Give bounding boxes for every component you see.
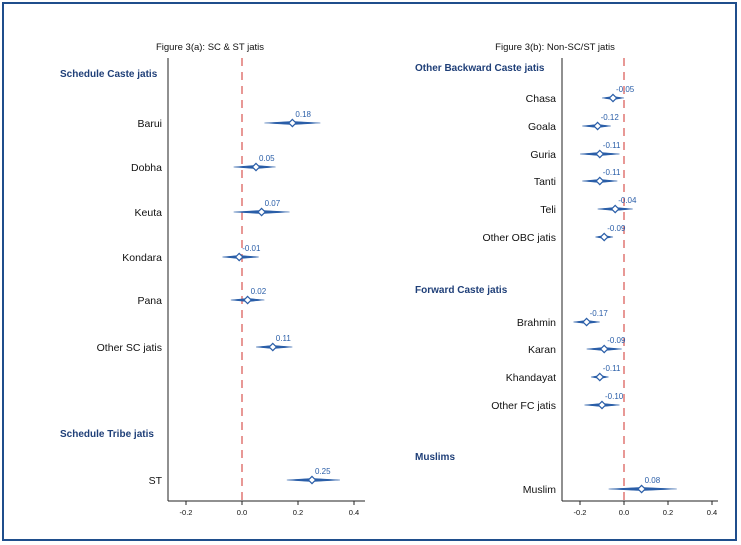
panel-a-x-tick-label: -0.2	[180, 508, 193, 517]
panel-a-value-label: 0.07	[265, 199, 281, 208]
panel-a-category-label: Other SC jatis	[97, 342, 162, 354]
panel-b-category-label: Guria	[530, 149, 556, 161]
panel-b-value-label: -0.05	[616, 85, 635, 94]
panel-b-x-tick-label: 0.4	[707, 508, 717, 517]
panel-a-x-tick-label: 0.0	[237, 508, 247, 517]
panel-a-value-label: 0.18	[295, 110, 311, 119]
panel-b-point-estimate	[582, 317, 592, 327]
panel-b-category-label: Chasa	[526, 93, 557, 105]
panel-b-value-label: -0.09	[607, 336, 626, 345]
panel-a-point-estimate	[268, 342, 278, 352]
panel-b-point-estimate	[597, 400, 607, 410]
panel-b-point-estimate	[637, 484, 647, 494]
panel-b-x-tick-label: 0.2	[663, 508, 673, 517]
panel-b-value-label: -0.11	[603, 364, 621, 373]
panel-a-group-label: Schedule Caste jatis	[60, 69, 158, 80]
panel-b-group-label: Other Backward Caste jatis	[415, 63, 545, 74]
panel-a-value-label: 0.02	[251, 287, 267, 296]
panel-b-value-label: -0.11	[603, 141, 621, 150]
panel-a-value-label: 0.25	[315, 467, 331, 476]
panel-b-value-label: -0.11	[603, 168, 621, 177]
panel-a-category-label: Keuta	[135, 207, 163, 219]
panel-a-title: Figure 3(a): SC & ST jatis	[156, 42, 264, 53]
panel-b-point-estimate	[595, 372, 605, 382]
panel-b-group-label: Forward Caste jatis	[415, 285, 508, 296]
panel-a-x-tick-label: 0.4	[349, 508, 359, 517]
panel-b-category-label: Muslim	[523, 484, 557, 496]
panel-b-x-tick-label: 0.0	[619, 508, 629, 517]
panel-b-category-label: Karan	[528, 344, 556, 356]
panel-b-point-estimate	[593, 121, 603, 131]
panel-b-point-estimate	[595, 149, 605, 159]
panel-b-category-label: Other OBC jatis	[482, 232, 556, 244]
panel-a-value-label: -0.01	[242, 244, 261, 253]
panel-a-category-label: Pana	[137, 295, 162, 307]
panel-a-category-label: Barui	[137, 118, 162, 130]
panel-b-value-label: 0.08	[645, 476, 661, 485]
panel-b-chart: Figure 3(b): Non-SC/ST jatis -0.2 0.0 0.2 0…	[415, 42, 718, 517]
panel-a-category-label: Dobha	[131, 162, 162, 174]
panel-a-category-label: Kondara	[122, 252, 162, 264]
panel-b-point-estimate	[599, 344, 609, 354]
panel-b-category-label: Brahmin	[517, 317, 556, 329]
panel-b-x-tick-label: -0.2	[574, 508, 587, 517]
panel-b-group-label: Muslims	[415, 452, 455, 463]
panel-a-category-label: ST	[149, 475, 163, 487]
panel-b-category-label: Other FC jatis	[491, 400, 556, 412]
panel-b-point-estimate	[595, 176, 605, 186]
panel-b-value-label: -0.04	[618, 196, 637, 205]
panel-a-point-estimate	[243, 295, 253, 305]
panel-b-value-label: -0.12	[601, 113, 620, 122]
panel-a-chart: Figure 3(a): SC & ST jatis -0.2 0.0 0.2 0.4…	[60, 42, 365, 517]
panel-a-value-label: 0.11	[276, 334, 292, 343]
panel-a-point-estimate	[287, 118, 297, 128]
panel-a-point-estimate	[257, 207, 267, 217]
panel-a-group-label: Schedule Tribe jatis	[60, 429, 154, 440]
panel-b-category-label: Goala	[528, 121, 556, 133]
panel-b-value-label: -0.17	[590, 309, 609, 318]
panel-b-value-label: -0.09	[607, 224, 626, 233]
panel-a-point-estimate	[234, 252, 244, 262]
panel-a-value-label: 0.05	[259, 154, 275, 163]
panel-a-x-tick-label: 0.2	[293, 508, 303, 517]
panel-b-title: Figure 3(b): Non-SC/ST jatis	[495, 42, 615, 53]
panel-b-category-label: Khandayat	[506, 372, 556, 384]
panel-b-point-estimate	[608, 93, 618, 103]
panel-b-category-label: Teli	[540, 204, 556, 216]
panel-a-point-estimate	[251, 162, 261, 172]
panel-b-point-estimate	[610, 204, 620, 214]
panel-b-point-estimate	[599, 232, 609, 242]
panel-b-value-label: -0.10	[605, 392, 624, 401]
panel-a-point-estimate	[307, 475, 317, 485]
panel-b-category-label: Tanti	[534, 176, 556, 188]
